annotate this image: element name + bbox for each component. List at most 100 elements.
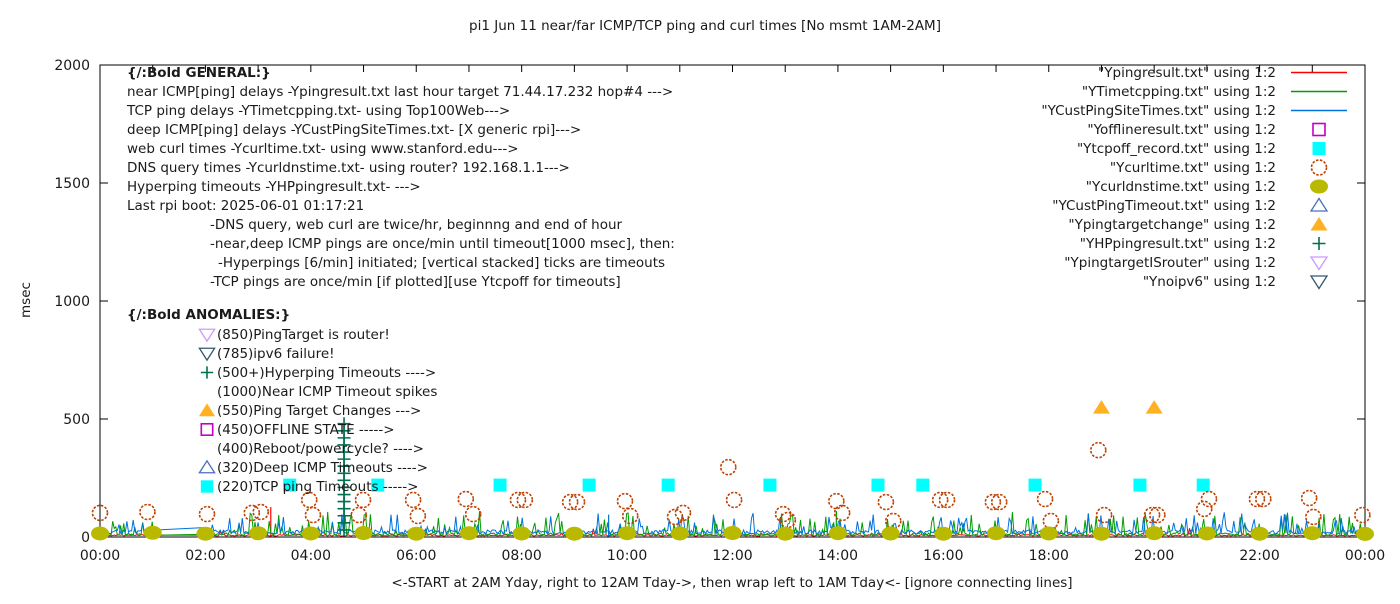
filled-triangle-marker — [1145, 400, 1163, 414]
general-line: web curl times -Ycurltime.txt- using www… — [127, 141, 519, 157]
plus-marker — [1312, 237, 1326, 250]
filled-square-marker — [916, 478, 930, 492]
general-line: deep ICMP[ping] delays -YCustPingSiteTim… — [127, 122, 581, 138]
filled-circle-marker — [776, 526, 795, 541]
general-line: DNS query times -Ycurldnstime.txt- using… — [127, 160, 570, 176]
open-circle-marker — [719, 458, 737, 476]
open-square-marker — [200, 422, 214, 436]
series-open-circle — [91, 441, 1371, 530]
filled-circle-marker — [354, 525, 373, 540]
filled-circle-marker — [565, 526, 584, 541]
legend-label: "Ytcpoff_record.txt" using 1:2 — [1077, 141, 1276, 157]
open-circle-marker — [1143, 506, 1161, 524]
filled-circle-marker — [828, 526, 847, 541]
open-circle-marker — [457, 490, 475, 508]
filled-square-marker — [1028, 478, 1042, 492]
open-down-triangle-marker — [198, 347, 216, 362]
legend-label: "YHPpingresult.txt" using 1:2 — [1080, 236, 1276, 252]
filled-circle-marker — [196, 526, 215, 541]
open-circle-marker — [561, 493, 579, 511]
open-circle-marker — [1195, 500, 1213, 518]
open-down-triangle-marker — [198, 328, 216, 343]
open-circle-marker — [616, 492, 634, 510]
legend-label: "YCustPingSiteTimes.txt" using 1:2 — [1041, 103, 1276, 119]
filled-circle-marker — [407, 526, 426, 541]
filled-square-marker — [1196, 478, 1210, 492]
open-circle-marker — [1305, 508, 1322, 526]
open-circle-marker — [621, 507, 639, 525]
legend-label: "YTimetcpping.txt" using 1:2 — [1082, 84, 1276, 100]
series-filled-circle — [91, 525, 1374, 541]
open-circle-marker — [774, 505, 792, 523]
open-triangle-marker — [1309, 197, 1329, 212]
y-axis-label: msec — [18, 282, 34, 318]
x-tick-label: 12:00 — [712, 548, 752, 564]
open-circle-marker — [1200, 490, 1218, 508]
plus-marker — [337, 417, 351, 431]
filled-circle-marker — [512, 526, 531, 541]
x-tick-label: 00:00 — [1345, 548, 1385, 564]
filled-circle-marker — [1303, 526, 1322, 541]
general-line: Hyperping timeouts -YHPpingresult.txt- -… — [127, 179, 421, 195]
legend-label: "Ypingtargetchange" using 1:2 — [1068, 217, 1276, 233]
filled-square-marker — [1312, 142, 1326, 155]
open-circle-marker — [779, 511, 797, 529]
open-circle-marker — [91, 504, 109, 522]
anomaly-line: (550)Ping Target Changes ---> — [217, 403, 421, 419]
filled-triangle-marker — [198, 403, 216, 417]
plus-marker — [200, 366, 214, 379]
y-tick-label: 500 — [63, 412, 90, 428]
anomalies-title: {/:Bold ANOMALIES:} — [127, 307, 290, 323]
open-circle-marker — [877, 493, 895, 511]
open-circle-marker — [725, 491, 743, 509]
filled-circle-marker — [1092, 526, 1111, 541]
y-tick-label: 2000 — [54, 58, 90, 74]
open-circle-marker — [198, 505, 216, 523]
filled-circle-marker — [1197, 526, 1216, 541]
filled-square-marker — [283, 478, 297, 492]
open-circle-marker — [404, 491, 422, 509]
open-circle-marker — [1089, 441, 1107, 459]
general-line: TCP ping delays -YTimetcpping.txt- using… — [126, 103, 510, 119]
y-tick-label: 0 — [81, 530, 90, 546]
open-circle-marker — [516, 491, 534, 509]
filled-square-marker — [1133, 478, 1147, 492]
open-circle-marker — [674, 504, 692, 522]
x-tick-label: 14:00 — [818, 548, 858, 564]
filled-square-marker — [871, 478, 885, 492]
open-circle-marker — [1036, 490, 1054, 508]
open-circle-marker — [1095, 506, 1113, 524]
filled-circle-marker — [143, 525, 162, 540]
x-tick-label: 00:00 — [80, 548, 120, 564]
open-circle-marker — [1300, 489, 1318, 507]
anomaly-line: (500+)Hyperping Timeouts ----> — [217, 365, 436, 381]
series-filled-triangle — [1092, 400, 1163, 414]
open-circle-marker — [984, 493, 1002, 511]
open-circle-marker — [884, 512, 902, 530]
filled-circle-marker — [934, 526, 953, 541]
open-circle-marker — [938, 491, 956, 509]
filled-triangle-marker — [1092, 400, 1110, 414]
filled-circle-marker — [301, 526, 320, 541]
x-tick-label: 04:00 — [291, 548, 331, 564]
open-circle-marker — [409, 507, 427, 525]
filled-circle-marker — [1039, 526, 1058, 541]
series-plus — [337, 417, 351, 537]
open-square-marker — [1312, 122, 1326, 137]
open-circle-marker — [1042, 512, 1060, 530]
open-down-triangle-marker — [1309, 256, 1329, 271]
anomaly-line: (1000)Near ICMP Timeout spikes — [217, 384, 437, 400]
general-line: -Hyperpings [6/min] initiated; [vertical… — [218, 255, 665, 271]
series-filled-square — [283, 478, 1210, 492]
open-circle-marker — [828, 492, 845, 510]
open-circle-marker — [666, 508, 684, 526]
filled-circle-marker — [1356, 526, 1374, 541]
legend-label: "Ycurldnstime.txt" using 1:2 — [1086, 179, 1276, 195]
filled-circle-marker — [1145, 526, 1164, 541]
open-circle-marker — [300, 491, 318, 509]
general-line: -DNS query, web curl are twice/hr, begin… — [210, 217, 623, 233]
open-circle-marker — [252, 503, 270, 521]
x-tick-label: 02:00 — [185, 548, 225, 564]
open-circle-marker — [304, 506, 322, 524]
